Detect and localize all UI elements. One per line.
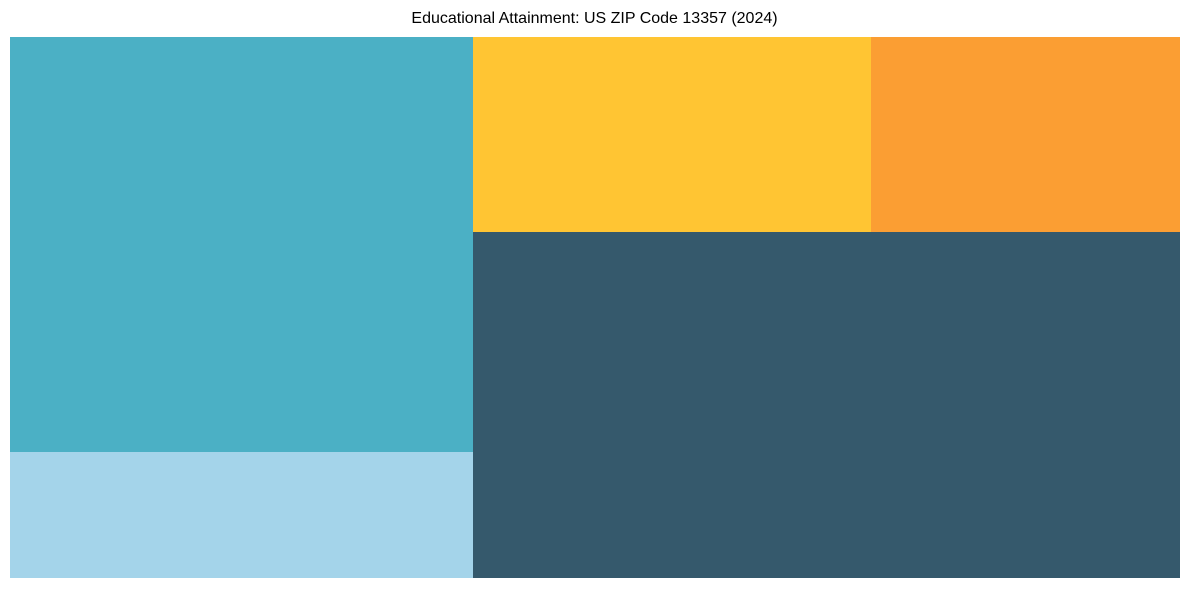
treemap-tile-light-blue <box>10 452 473 578</box>
treemap-tile-orange <box>871 37 1180 232</box>
treemap-tile-dark-slate <box>473 232 1180 578</box>
treemap-tile-yellow <box>473 37 871 232</box>
treemap-tile-teal <box>10 37 473 452</box>
treemap-plot <box>10 37 1180 578</box>
chart-title: Educational Attainment: US ZIP Code 1335… <box>411 9 778 27</box>
